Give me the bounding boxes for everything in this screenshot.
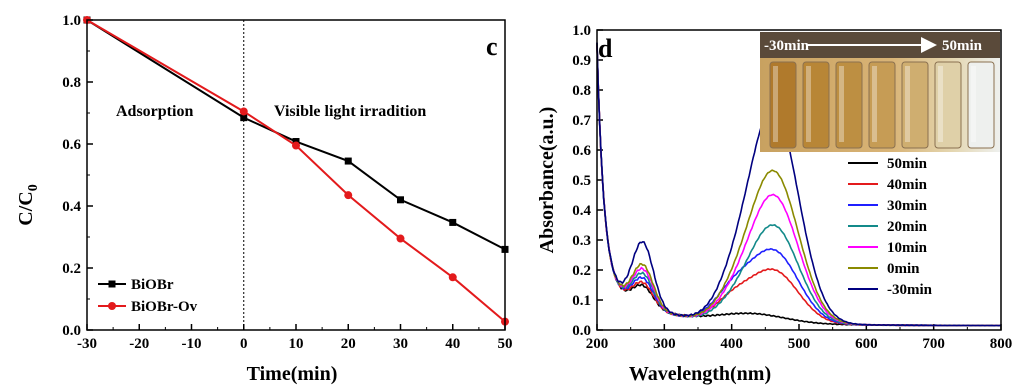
chart-d-xtick-label: 800	[990, 336, 1013, 352]
chart-c-xtick-label: 20	[341, 336, 356, 352]
chart-c-point	[240, 114, 248, 122]
chart-c-xtick-label: 40	[445, 336, 460, 352]
chart-c-ticks: -30 -20 -10 0 10 20 30 40 50 0.0 0.2 0.4 0.6 0.8 1.0	[62, 13, 512, 352]
chart-d: Absorbance(a.u.) Wavelength(nm) 200 300 40…	[536, 23, 1012, 385]
chart-c-xtick-label: -30	[77, 336, 97, 352]
chart-c-xtick-label: 50	[498, 336, 513, 352]
inset-vial	[802, 61, 830, 149]
chart-c-xtick-label: 30	[393, 336, 408, 352]
chart-d-ytick-label: 1.0	[572, 23, 591, 39]
chart-c-series-line-0	[86, 19, 506, 251]
chart-d-inset-photo: -30min 50min	[760, 32, 1000, 152]
chart-d-frame	[596, 29, 1002, 331]
inset-end-label: 50min	[942, 38, 983, 54]
chart-d-ytick-label: 0.4	[572, 203, 591, 219]
chart-c-xtick-label: 10	[289, 336, 304, 352]
chart-d-ytick-label: 0.5	[572, 173, 591, 189]
chart-d-ytick-label: 0.1	[572, 293, 591, 309]
chart-c-ylabel: C/C0	[15, 184, 41, 225]
inset-vial	[835, 61, 863, 149]
chart-c-legend-label: BiOBr	[131, 277, 174, 293]
chart-d-legend-label: 40min	[887, 177, 928, 193]
chart-d-ytick-label: 0.9	[572, 53, 591, 69]
chart-d-series	[596, 42, 1002, 327]
chart-d-ytick-label: 0.3	[572, 233, 591, 249]
chart-c-xtick-label: -20	[129, 336, 149, 352]
chart-c-point	[397, 196, 404, 204]
inset-vial-glare	[773, 66, 778, 142]
inset-vial-glare	[806, 66, 811, 142]
chart-d-legend-label: 0min	[887, 261, 920, 277]
chart-c-point	[292, 141, 300, 150]
chart-c-ytick-label: 0.8	[62, 75, 81, 91]
chart-d-ytick-label: 0.6	[572, 143, 591, 159]
chart-d-ytick-label: 0.2	[572, 263, 591, 279]
chart-c-frame	[86, 19, 506, 331]
chart-c-legend: BiOBr BiOBr-Ov	[98, 277, 198, 315]
chart-c-xtick-label: -10	[182, 336, 202, 352]
inset-vials	[769, 61, 995, 149]
inset-vial	[934, 61, 962, 149]
chart-d-panel-label: d	[598, 34, 613, 63]
chart-c-point	[344, 191, 353, 200]
inset-vial	[967, 61, 995, 149]
chart-c-point	[396, 234, 405, 243]
chart-c-annotation-visible: Visible light irradition	[274, 103, 426, 120]
chart-c-point	[449, 218, 457, 226]
chart-c-point	[344, 157, 352, 165]
chart-d-legend-label: -30min	[887, 282, 933, 298]
chart-d-ytick-label: 0.7	[572, 113, 591, 129]
chart-c-point	[239, 107, 248, 116]
inset-vial	[868, 61, 896, 149]
chart-c: C/C0 Time(min) -30 -20 -10 0 10 20 30 40 50 0.0 0.…	[15, 13, 513, 385]
chart-c-xlabel: Time(min)	[247, 363, 338, 385]
chart-c-ytick-label: 1.0	[62, 13, 81, 29]
inset-vial-glare	[938, 66, 943, 142]
chart-c-xtick-label: 0	[240, 336, 248, 352]
chart-c-panel-label: c	[486, 32, 498, 61]
chart-d-legend: 50min 40min 30min 20min 10min 0min -30min	[848, 156, 933, 298]
chart-d-xlabel: Wavelength(nm)	[629, 363, 771, 385]
chart-c-legend-marker	[108, 302, 116, 310]
chart-c-ytick-label: 0.4	[62, 199, 81, 215]
chart-c-series	[83, 16, 509, 326]
chart-c-ytick-label: 0.2	[62, 261, 81, 277]
inset-vial	[901, 61, 929, 149]
inset-vial	[769, 61, 797, 149]
chart-d-ytick-label: 0.0	[572, 323, 591, 339]
inset-vial-glare	[971, 66, 976, 142]
inset-vial-glare	[905, 66, 910, 142]
chart-d-xtick-label: 700	[922, 336, 945, 352]
chart-d-series-line-6	[596, 42, 1002, 327]
chart-c-ytick-label: 0.0	[62, 323, 81, 339]
chart-c-annotation-adsorption: Adsorption	[116, 103, 193, 120]
chart-d-legend-label: 20min	[887, 219, 928, 235]
chart-d-legend-label: 10min	[887, 240, 928, 256]
inset-vial-glare	[839, 66, 844, 142]
chart-c-point	[448, 273, 457, 282]
chart-c-legend-marker	[108, 280, 116, 288]
chart-c-legend-label: BiOBr-Ov	[131, 299, 198, 315]
inset-vial-glare	[872, 66, 877, 142]
chart-c-point	[292, 138, 300, 146]
chart-d-xtick-label: 500	[788, 336, 811, 352]
chart-d-xtick-label: 200	[586, 336, 609, 352]
inset-start-label: -30min	[764, 38, 810, 54]
chart-d-legend-label: 30min	[887, 198, 928, 214]
chart-d-xtick-label: 600	[855, 336, 878, 352]
chart-c-ytick-label: 0.6	[62, 137, 81, 153]
chart-d-xtick-label: 300	[653, 336, 676, 352]
chart-d-ytick-label: 0.8	[572, 83, 591, 99]
chart-d-legend-label: 50min	[887, 156, 928, 172]
chart-d-ylabel: Absorbance(a.u.)	[536, 107, 558, 254]
chart-d-xtick-label: 400	[720, 336, 743, 352]
